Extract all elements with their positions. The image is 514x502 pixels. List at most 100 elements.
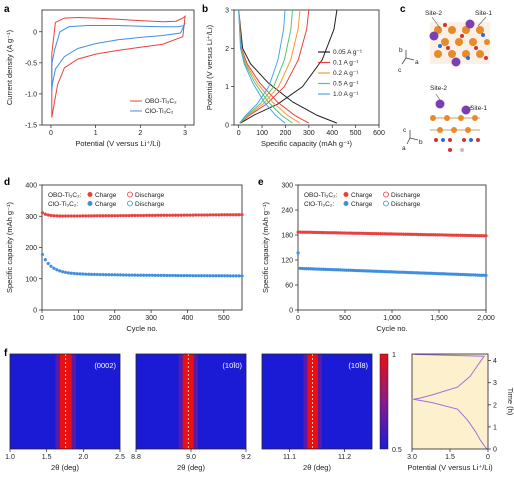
d-legend-charge: Charge — [95, 201, 117, 208]
cycling-chart-long: 0 500 1,000 1,500 2,000 0 60 120 180 240 300 OBO-Ti… — [261, 183, 495, 334]
e-xtick-label: 2,000 — [477, 315, 495, 322]
d-point-obo — [84, 214, 88, 218]
fp-xtick-label: 1.5 — [445, 454, 455, 461]
b-xlabel: Specific capacity (mAh g⁻¹) — [261, 139, 353, 148]
fp-ytick-label: 0 — [493, 447, 497, 454]
panel-label-c: c — [400, 4, 406, 15]
f-potential-xlabel: Potential (V versus Li⁺/Li) — [407, 463, 493, 472]
d-point-obo — [95, 214, 99, 218]
svg-text:a: a — [402, 145, 406, 152]
f-colorbar — [379, 353, 389, 450]
d-point-obo — [78, 214, 82, 218]
d-point-clo — [182, 273, 186, 278]
panel-label-e: e — [258, 177, 264, 188]
d-point-obo — [113, 214, 117, 218]
f-peak-band — [182, 354, 194, 449]
a-ylabel: Current density (A g⁻¹) — [5, 29, 14, 105]
d-point-clo — [170, 273, 175, 278]
f1-xtick-label: 8.8 — [131, 454, 141, 461]
d-point-clo — [217, 274, 221, 278]
d-point-clo — [185, 273, 189, 278]
d-point-clo — [194, 274, 198, 278]
structure-top — [429, 16, 490, 67]
b-charge-curve-0 — [240, 9, 338, 124]
d-point-clo — [208, 274, 212, 278]
d-point-clo — [72, 271, 76, 276]
d-point-clo — [104, 273, 108, 277]
a-xtick-label: 3 — [183, 130, 187, 137]
a-xtick-label: 2 — [138, 130, 142, 137]
d-point-clo — [52, 266, 56, 270]
d-point-clo — [124, 273, 128, 277]
d-point-obo — [199, 213, 204, 217]
f-map-title: (10Ī0) — [222, 361, 242, 370]
f0-xtick-label: 1.0 — [5, 454, 15, 461]
a-xtick-label: 1 — [94, 130, 98, 137]
d-point-clo — [121, 273, 126, 277]
d-point-obo — [101, 214, 105, 218]
d-xtick-label: 400 — [182, 315, 194, 322]
d-point-clo — [222, 274, 227, 278]
site1-label-bottom: Site-1 — [470, 105, 487, 112]
d-point-obo — [104, 214, 108, 218]
b-ytick-label: 1 — [225, 84, 229, 91]
d-point-obo — [133, 213, 137, 218]
f1-xtick-label: 9.0 — [186, 454, 196, 461]
d-point-obo — [124, 213, 128, 218]
e-legend-discharge-marker — [383, 200, 389, 207]
d-ytick-label: 200 — [25, 245, 37, 252]
svg-text:c: c — [403, 127, 407, 134]
d-point-clo — [58, 269, 62, 273]
b-xtick-label: 0 — [237, 130, 241, 137]
d-point-obo — [208, 213, 212, 217]
e-legend-material: OBO-Ti₃C₂: — [304, 192, 338, 199]
f2-xtick-label: 11.1 — [283, 454, 296, 461]
b-discharge-curve-3 — [238, 9, 293, 124]
axes-indicator-bottom: c b a — [402, 127, 423, 152]
e-legend-charge-marker — [343, 192, 349, 197]
d-point-obo — [159, 213, 163, 217]
d-point-clo — [60, 270, 65, 274]
d-point-obo — [81, 214, 85, 218]
charge-discharge-chart: 0 100 200 300 400 500 600 0 1 2 3 0.05 A g⁻¹ 0.1 A g… — [205, 8, 385, 149]
d-xlabel: Cycle no. — [126, 324, 157, 333]
d-point-obo — [240, 213, 244, 217]
d-point-clo — [191, 274, 195, 278]
d-point-obo — [69, 214, 73, 218]
d-legend-charge: Charge — [95, 192, 117, 199]
b-xtick-label: 200 — [280, 130, 292, 137]
d-point-clo — [228, 274, 233, 278]
d-point-clo — [110, 273, 114, 277]
d-point-obo — [234, 213, 238, 217]
d-point-clo — [202, 274, 207, 278]
e-legend-charge: Charge — [351, 201, 373, 208]
b-ytick-label: 0 — [225, 123, 229, 130]
e-xlabel: Cycle no. — [376, 324, 407, 333]
d-point-obo — [220, 213, 224, 217]
d-point-clo — [159, 273, 163, 278]
d-legend-material: ClO-Ti₃C₂: — [48, 201, 78, 208]
d-point-obo — [179, 213, 183, 217]
crystal-structure-illustration: Site-2 Site-1 b a c Site-2 Site-1 — [398, 10, 492, 152]
d-point-obo — [156, 213, 160, 217]
d-point-clo — [165, 273, 169, 278]
d-legend-discharge: Discharge — [135, 192, 165, 199]
plot-frame — [41, 9, 195, 126]
d-point-obo — [194, 213, 198, 217]
d-point-clo — [150, 273, 154, 277]
a-legend-label: OBO-Ti₃C₂ — [145, 98, 177, 105]
d-point-clo — [240, 274, 244, 278]
d-point-clo — [188, 273, 192, 278]
f-potential-ylabel: Time (h) — [506, 388, 514, 416]
d-point-clo — [179, 273, 183, 278]
b-ytick-label: 2 — [225, 46, 229, 53]
d-legend-charge-marker — [87, 201, 93, 206]
svg-text:a: a — [415, 59, 419, 66]
d-point-obo — [46, 213, 50, 217]
d-point-clo — [118, 273, 123, 277]
d-ytick-label: 400 — [25, 183, 37, 190]
d-point-obo — [87, 214, 91, 218]
d-point-clo — [40, 252, 45, 257]
d-point-obo — [141, 213, 146, 218]
d-point-obo — [231, 213, 235, 217]
